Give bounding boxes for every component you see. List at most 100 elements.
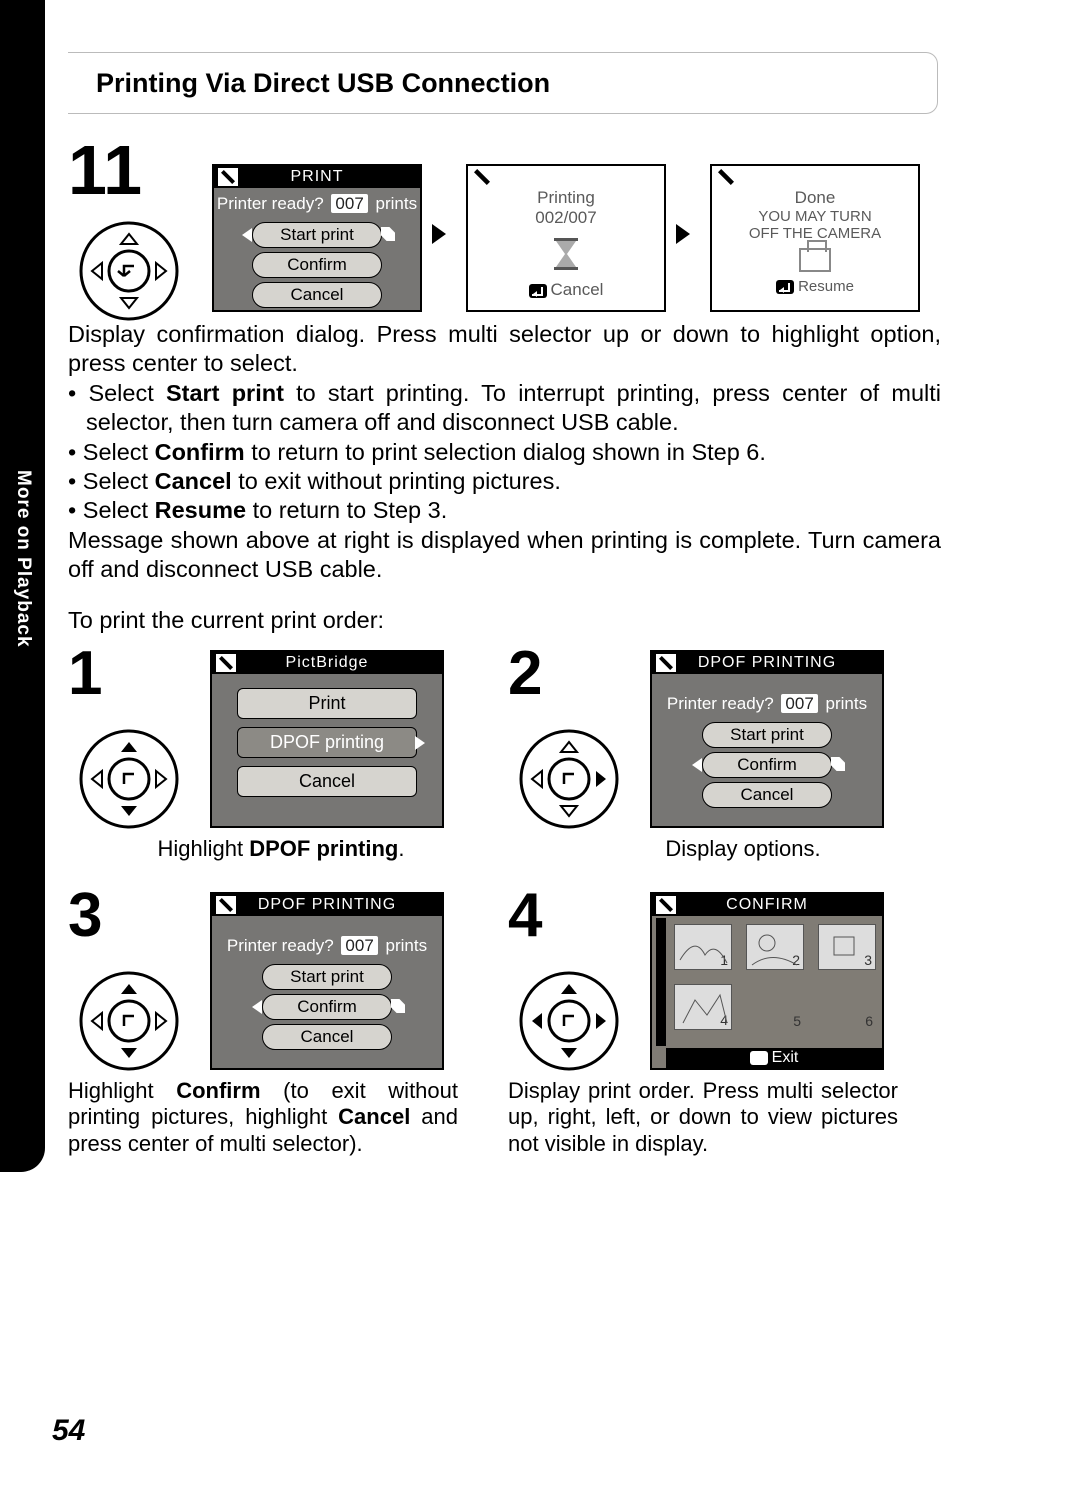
screen-header: DPOF PRINTING [212, 894, 442, 916]
step11-para1: Display confirmation dialog. Press multi… [68, 320, 941, 379]
step-11-number: 11 [68, 130, 142, 210]
multi-selector-icon [74, 216, 184, 326]
printing-line2: 002/007 [468, 208, 664, 228]
t: Select [88, 380, 166, 406]
t: 007 [341, 936, 377, 955]
bullet-1: Select Start print to start printing. To… [86, 379, 941, 438]
done-line1: Done [712, 188, 918, 208]
t: to exit without printing pictures. [232, 468, 561, 494]
t: Select [83, 439, 155, 465]
status-line: Printer ready? 007 prints [214, 194, 420, 214]
step11-para2: Message shown above at right is displaye… [68, 526, 941, 585]
step-4-number: 4 [508, 880, 542, 951]
t: to return to Step 3. [246, 497, 447, 523]
wrench-icon [656, 896, 676, 914]
t: Confirm [155, 439, 245, 465]
cancel-button[interactable]: Cancel [702, 782, 832, 808]
page-number: 54 [52, 1414, 85, 1448]
status-count: 007 [331, 194, 367, 213]
enter-icon [529, 284, 547, 298]
exit-button[interactable]: Exit [666, 1048, 882, 1068]
confirm-button[interactable]: Confirm [252, 252, 382, 278]
step3-screen: DPOF PRINTING Printer ready? 007 prints … [210, 892, 444, 1070]
cancel-button[interactable]: Cancel [252, 282, 382, 308]
status-line: Printer ready? 007 prints [212, 936, 442, 956]
multi-selector-icon [74, 724, 184, 834]
thumb-5[interactable]: 5 [746, 984, 804, 1030]
header-text: DPOF PRINTING [258, 896, 396, 913]
start-print-button[interactable]: Start print [702, 722, 832, 748]
enter-icon [750, 1051, 768, 1065]
step11-text: Display confirmation dialog. Press multi… [68, 320, 941, 636]
step-3-number: 3 [68, 880, 102, 951]
wrench-icon [216, 896, 236, 914]
t: prints [826, 694, 868, 713]
printing-line1: Printing [468, 188, 664, 208]
arrow-icon [676, 224, 700, 244]
status-a: Printer ready? [217, 194, 324, 213]
hourglass-icon [554, 238, 578, 270]
enter-icon [776, 280, 794, 294]
cancel-button[interactable]: Cancel [262, 1024, 392, 1050]
wrench-icon [716, 168, 736, 186]
status-b: prints [376, 194, 418, 213]
multi-selector-icon [514, 724, 624, 834]
step-1-number: 1 [68, 638, 102, 709]
wrench-icon [216, 654, 236, 672]
t: 6 [865, 1013, 873, 1029]
multi-selector-icon [514, 966, 624, 1076]
screen-header: DPOF PRINTING [652, 652, 882, 674]
header-text: DPOF PRINTING [698, 654, 836, 671]
step1-screen: PictBridge Print DPOF printing Cancel [210, 650, 444, 828]
bullet-4: Select Resume to return to Step 3. [86, 496, 941, 525]
dpof-option[interactable]: DPOF printing [237, 727, 417, 758]
header-text: PictBridge [286, 654, 369, 671]
status-line: Printer ready? 007 prints [652, 694, 882, 714]
printing-cancel[interactable]: Cancel [468, 280, 664, 300]
wrench-icon [218, 168, 238, 186]
step2-caption: Display options. [588, 836, 898, 862]
resume-button[interactable]: Resume [712, 278, 918, 295]
thumb-6[interactable]: 6 [818, 984, 876, 1030]
exit-label: Exit [772, 1049, 799, 1066]
header-text: PRINT [291, 168, 344, 185]
t: 5 [793, 1013, 801, 1029]
t: Cancel [338, 1104, 410, 1129]
plain-header [468, 166, 664, 188]
thumb-4[interactable]: 4 [674, 984, 732, 1030]
screen-header: PictBridge [212, 652, 442, 674]
arrow-icon [432, 224, 456, 244]
step4-caption: Display print order. Press multi selecto… [508, 1078, 898, 1157]
t: Confirm [176, 1078, 260, 1103]
cancel-label: Cancel [551, 280, 604, 299]
t: Highlight [158, 836, 250, 861]
start-print-button[interactable]: Start print [252, 222, 382, 248]
header-text: CONFIRM [726, 896, 808, 913]
t: Highlight [68, 1078, 176, 1103]
t: Select [83, 497, 155, 523]
done-body: Done YOU MAY TURN OFF THE CAMERA Resume [712, 188, 918, 295]
bullet-2: Select Confirm to return to print select… [86, 438, 941, 467]
thumb-2[interactable]: 2 [746, 924, 804, 970]
screen-header: CONFIRM [652, 894, 882, 916]
print-option[interactable]: Print [237, 688, 417, 719]
scrollbar[interactable] [656, 918, 666, 1046]
t: Cancel [155, 468, 232, 494]
step11-print-screen: PRINT Printer ready? 007 prints Start pr… [212, 164, 422, 312]
step11-printing-screen: Printing 002/007 Cancel [466, 164, 666, 312]
t: Resume [155, 497, 246, 523]
t: Printer ready? [227, 936, 334, 955]
confirm-button[interactable]: Confirm [702, 752, 832, 778]
step4-screen: CONFIRM 1 2 3 4 5 6 Exit [650, 892, 884, 1070]
thumb-3[interactable]: 3 [818, 924, 876, 970]
done-line2: YOU MAY TURN [712, 208, 918, 225]
start-print-button[interactable]: Start print [262, 964, 392, 990]
cancel-option[interactable]: Cancel [237, 766, 417, 797]
page-title: Printing Via Direct USB Connection [96, 68, 550, 99]
thumb-1[interactable]: 1 [674, 924, 732, 970]
t: to return to print selection dialog show… [245, 439, 766, 465]
step11-para3: To print the current print order: [68, 606, 941, 635]
confirm-button[interactable]: Confirm [262, 994, 392, 1020]
step11-done-screen: Done YOU MAY TURN OFF THE CAMERA Resume [710, 164, 920, 312]
screen-header: PRINT [214, 166, 420, 188]
